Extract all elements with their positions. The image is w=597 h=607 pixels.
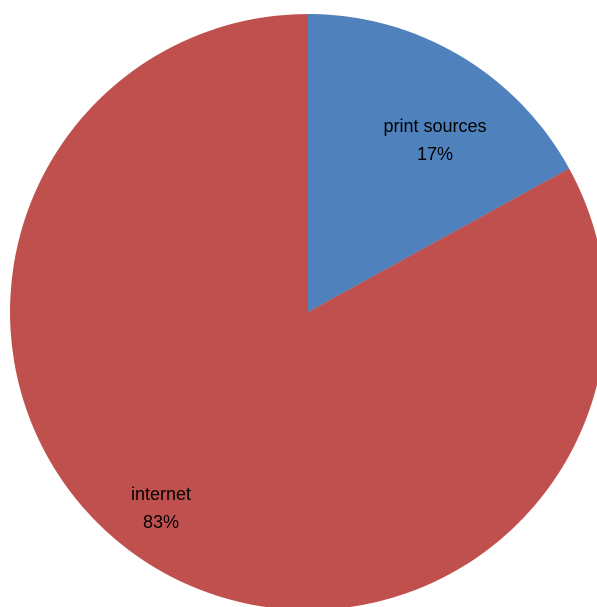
slice-percent-label: 17% — [417, 144, 453, 164]
slice-label: print sources — [383, 116, 486, 136]
slice-label: internet — [131, 484, 191, 504]
pie-slices — [10, 14, 597, 607]
slice-percent-label: 83% — [143, 512, 179, 532]
pie-labels: print sources 17% internet 83% — [131, 116, 487, 532]
pie-slice-internet — [10, 14, 597, 607]
pie-slice-print-sources — [308, 14, 570, 312]
